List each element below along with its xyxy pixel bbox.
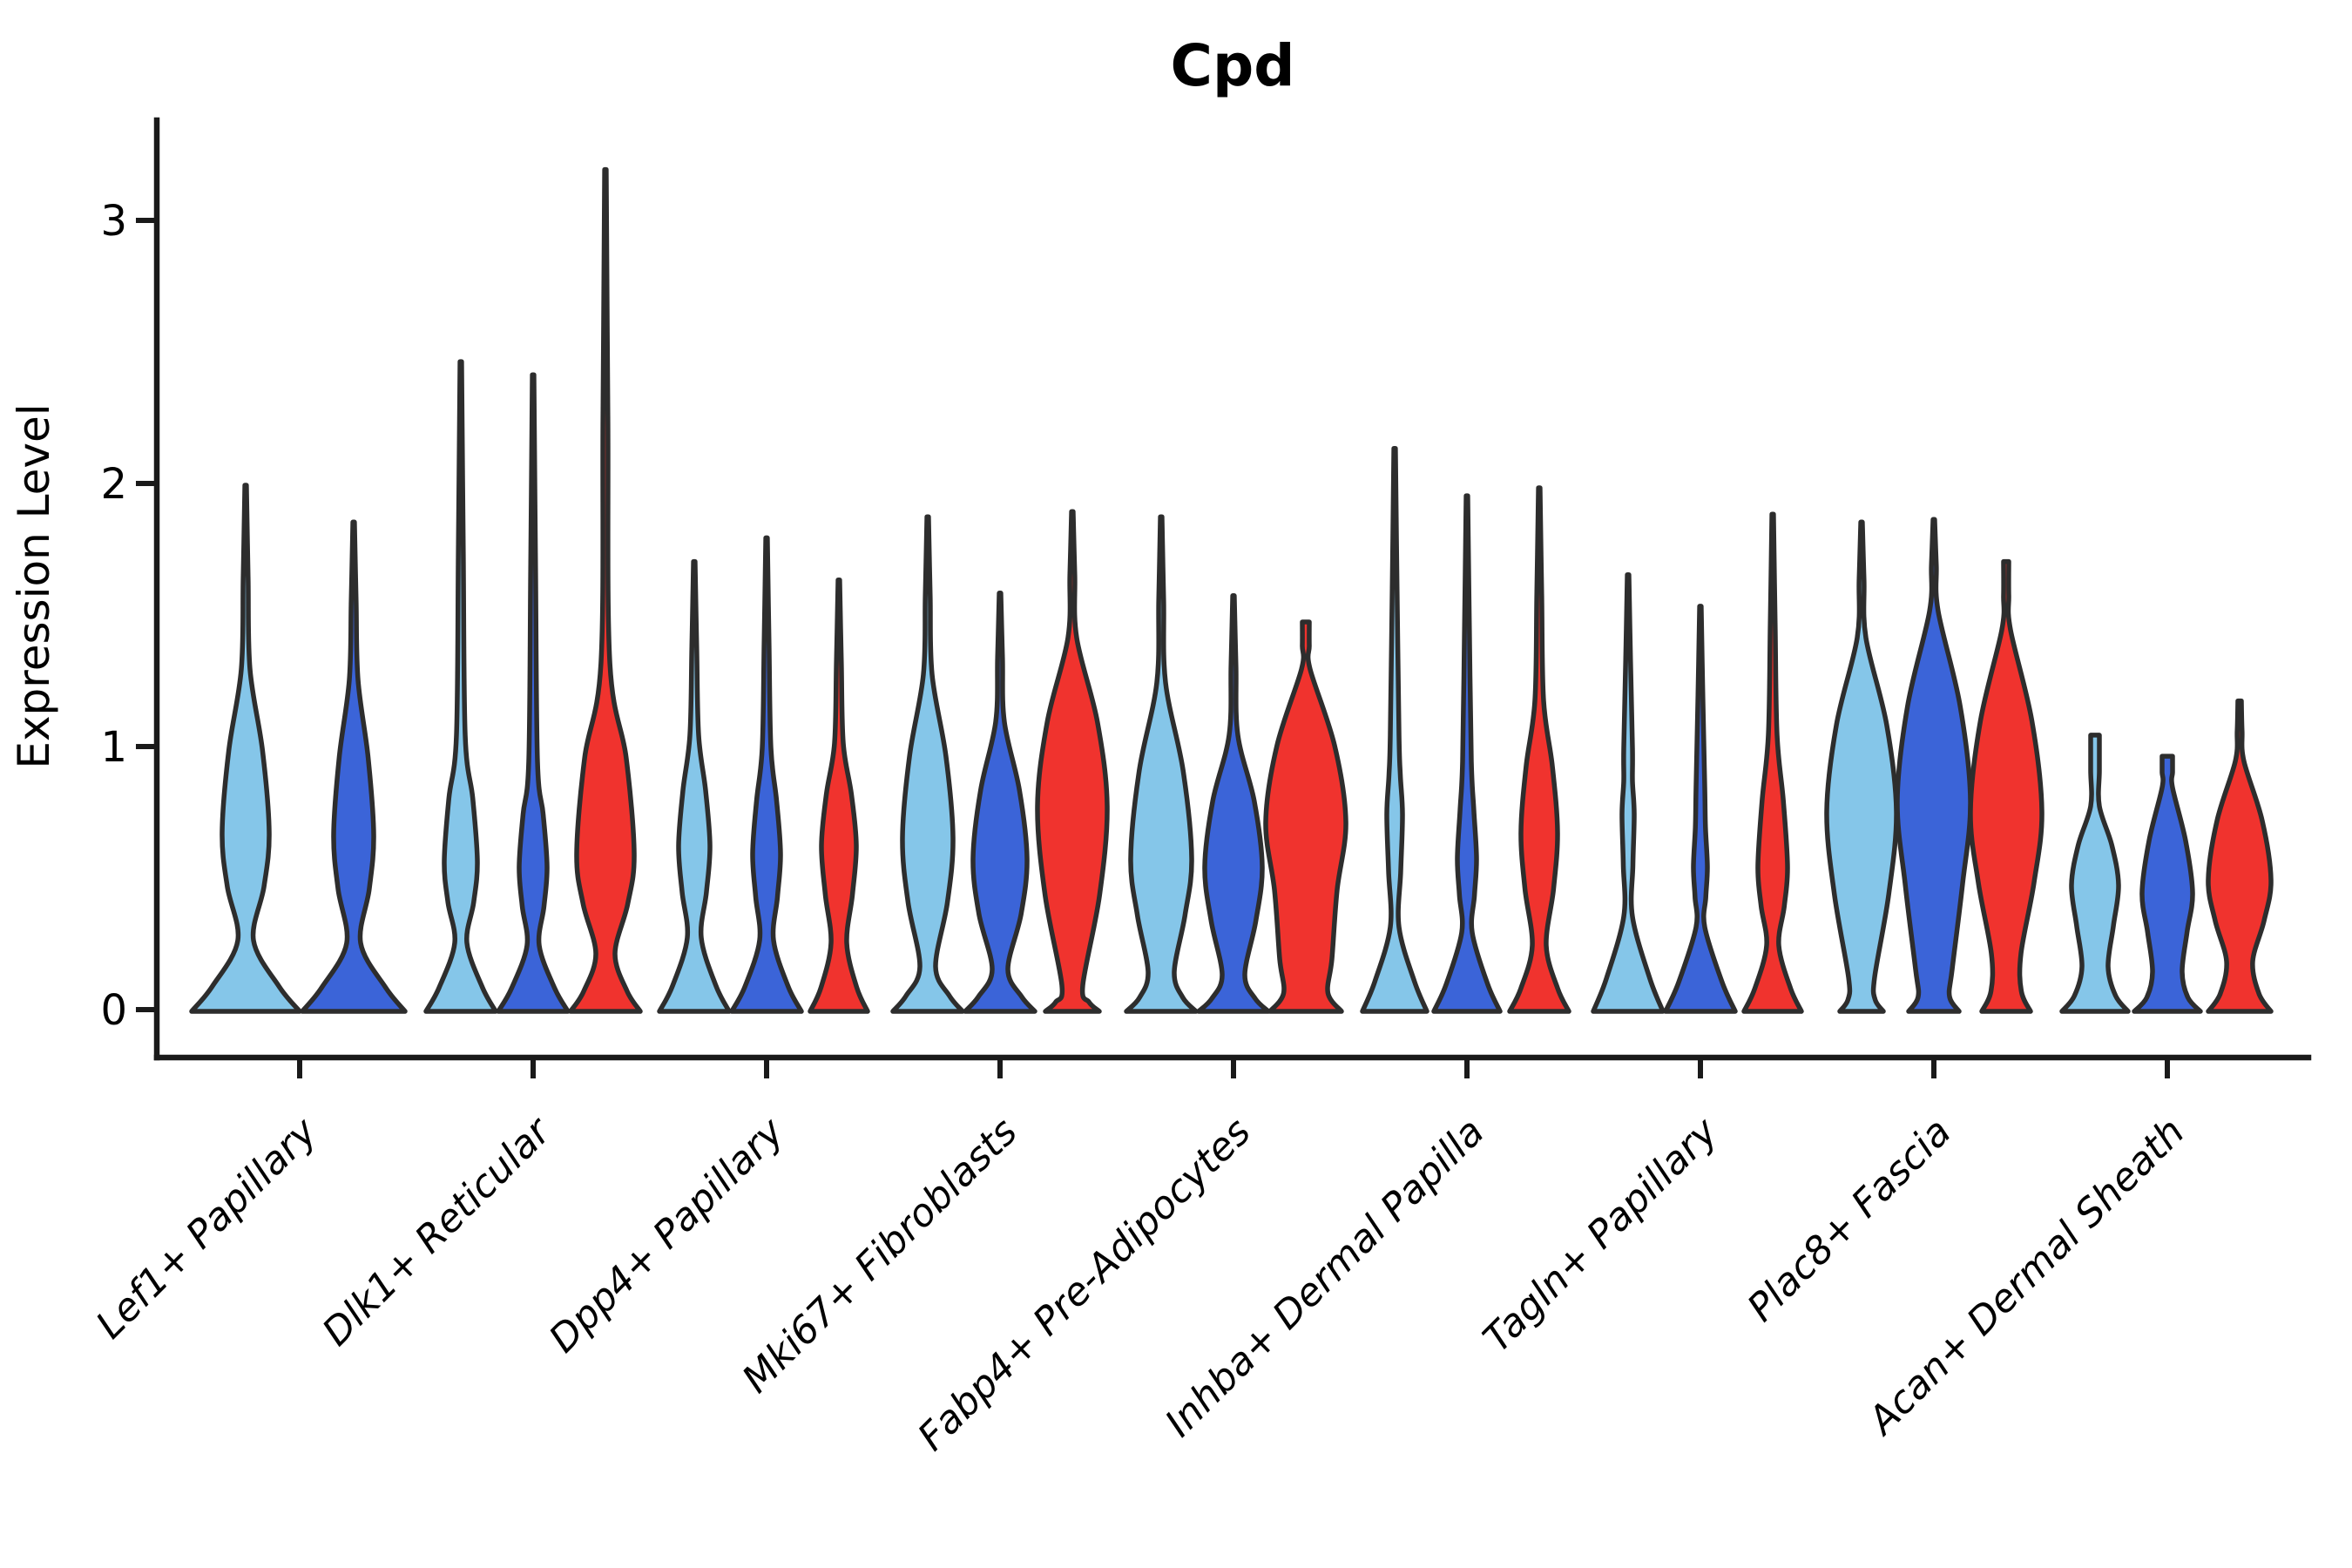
violin-group (657, 535, 870, 1014)
x-tick-label: Plac8+ Fascia (1739, 1110, 1959, 1330)
violin-red (808, 577, 870, 1014)
violin-plots (189, 166, 2274, 1014)
violin-group (2059, 698, 2274, 1014)
violin-group (1591, 511, 1804, 1014)
violin-dark_blue (2132, 754, 2203, 1014)
violin-dark_blue (1895, 517, 1973, 1014)
violin-dark_blue (300, 519, 408, 1014)
violin-red (1741, 511, 1804, 1014)
chart-title: Cpd (1171, 32, 1295, 99)
violin-light_blue (1591, 571, 1666, 1014)
y-axis-label: Expression Level (9, 403, 59, 768)
violin-group (890, 509, 1110, 1014)
violin-group (1824, 517, 2044, 1014)
violin-light_blue (423, 359, 498, 1014)
violin-group (423, 166, 643, 1014)
violin-light_blue (1360, 445, 1429, 1014)
violin-group (1124, 514, 1348, 1014)
y-tick-label: 0 (100, 986, 127, 1035)
violin-light_blue (1124, 514, 1199, 1014)
x-tick-label: Lef1+ Papillary (88, 1109, 327, 1348)
violin-light_blue (890, 514, 965, 1014)
violin-dark_blue (1431, 493, 1503, 1014)
y-tick-label: 2 (100, 460, 127, 509)
violin-dark_blue (1663, 604, 1738, 1014)
y-axis-tick-labels: 0 1 2 3 (100, 197, 127, 1035)
violin-dark_blue (729, 535, 804, 1014)
violin-red (1507, 485, 1571, 1014)
violin-red (2206, 698, 2274, 1014)
violin-red (1968, 558, 2044, 1014)
y-tick-label: 1 (100, 723, 127, 772)
violin-light_blue (657, 558, 732, 1014)
violin-red (568, 166, 643, 1014)
violin-dark_blue (496, 372, 571, 1014)
x-tick-label: Dlk1+ Reticular (314, 1108, 560, 1355)
violin-dark_blue (963, 591, 1037, 1014)
violin-dark_blue (1196, 593, 1271, 1014)
violin-red (1263, 619, 1348, 1014)
violin-light_blue (2059, 733, 2131, 1014)
violin-red (1035, 509, 1110, 1014)
violin-group (1360, 445, 1571, 1014)
violin-light_blue (189, 483, 302, 1014)
x-tick-label: Dpp4+ Papillary (541, 1109, 794, 1362)
violin-group (189, 483, 408, 1014)
axes (136, 117, 2312, 1078)
x-tick-label: Tagln+ Papillary (1475, 1109, 1727, 1361)
y-tick-label: 3 (100, 197, 127, 246)
violin-light_blue (1824, 519, 1899, 1014)
